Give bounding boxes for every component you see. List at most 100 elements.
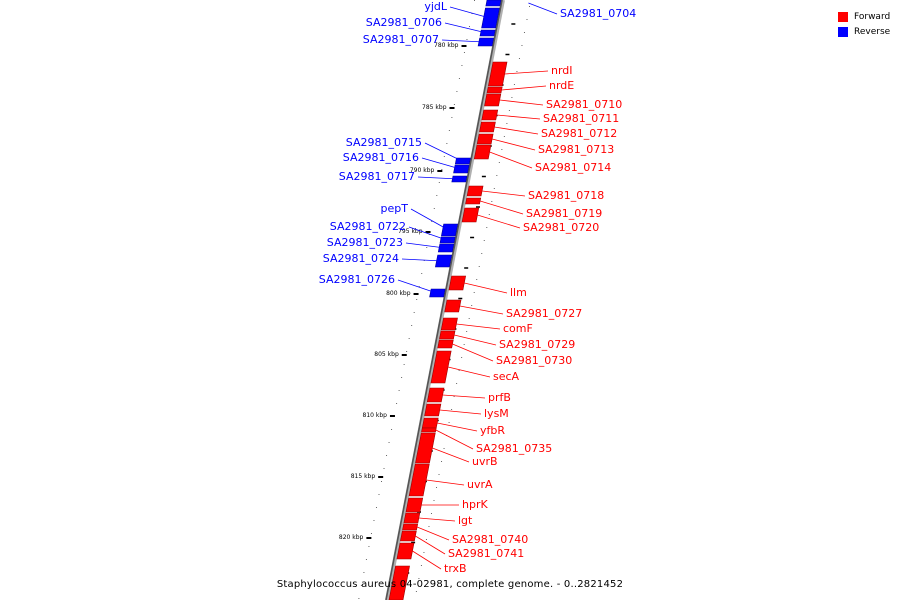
gene-label[interactable]: nrdE: [549, 79, 574, 92]
gene-label[interactable]: SA2981_0713: [538, 143, 614, 156]
gene-label[interactable]: SA2981_0726: [319, 273, 395, 286]
gene-block: [441, 223, 459, 237]
guide-dot: [426, 247, 428, 248]
gene-block: [476, 133, 494, 145]
guide-dot: [398, 390, 400, 391]
guide-dot: [493, 188, 495, 189]
gene-label[interactable]: SA2981_0704: [560, 7, 636, 20]
guide-dot: [451, 409, 453, 410]
gene-label[interactable]: SA2981_0715: [346, 136, 422, 149]
guide-dot: [446, 143, 448, 144]
gene-label[interactable]: SA2981_0723: [327, 236, 403, 249]
gene-block: [465, 197, 482, 205]
gene-leader: [410, 208, 449, 231]
backbone: [385, 0, 503, 600]
guide-dot: [443, 156, 445, 157]
guide-dot: [466, 39, 468, 40]
gene-label[interactable]: SA2981_0727: [506, 307, 582, 320]
guide-dot: [423, 260, 425, 261]
gene-label[interactable]: SA2981_0729: [499, 338, 575, 351]
guide-dot: [521, 45, 523, 46]
gene-label[interactable]: SA2981_0718: [528, 189, 604, 202]
gene-label[interactable]: pepT: [381, 202, 409, 215]
guide-dot: [481, 253, 483, 254]
guide-dot: [448, 422, 450, 423]
gene-label[interactable]: SA2981_0707: [363, 33, 439, 46]
gene-label[interactable]: SA2981_0711: [543, 112, 619, 125]
guide-dot: [456, 91, 458, 92]
guide-dot: [463, 52, 465, 53]
gene-label[interactable]: SA2981_0724: [323, 252, 399, 265]
guide-dot: [441, 461, 443, 462]
guide-dot: [436, 195, 438, 196]
guide-dot: [491, 201, 493, 202]
gene-leader: [442, 394, 486, 399]
gene-leader: [496, 114, 541, 120]
gene-label[interactable]: trxB: [444, 562, 467, 575]
gene-label[interactable]: SA2981_0730: [496, 354, 572, 367]
gene-leader: [437, 422, 478, 432]
gene-label[interactable]: lgt: [458, 514, 473, 527]
gene-label[interactable]: yjdL: [424, 0, 448, 13]
gene-leader: [480, 200, 524, 215]
gene-label[interactable]: yfbR: [480, 424, 505, 437]
tick-label: 805 kbp: [374, 351, 399, 358]
guide-dot: [523, 32, 525, 33]
gene-block: [440, 317, 458, 331]
gene-label[interactable]: SA2981_0710: [546, 98, 622, 111]
gene-label[interactable]: SA2981_0714: [535, 161, 611, 174]
gene-label[interactable]: SA2981_0717: [339, 170, 415, 183]
gene-label[interactable]: prfB: [488, 391, 511, 404]
gene-block: [429, 288, 446, 298]
gene-label[interactable]: uvrB: [472, 455, 498, 468]
gene-label[interactable]: hprK: [462, 498, 488, 511]
gene-label[interactable]: nrdI: [551, 64, 573, 77]
guide-dot: [433, 208, 435, 209]
gene-label[interactable]: SA2981_0719: [526, 207, 602, 220]
gene-label[interactable]: secA: [493, 370, 520, 383]
gene-label[interactable]: SA2981_0706: [366, 16, 442, 29]
gene-leader: [499, 99, 544, 106]
gene-leader: [447, 366, 491, 378]
guide-dot: [461, 65, 463, 66]
guide-dot: [438, 182, 440, 183]
gene-label[interactable]: SA2981_0740: [452, 533, 528, 546]
gene-leader: [397, 279, 437, 294]
gene-label[interactable]: SA2981_0741: [448, 547, 524, 560]
guide-dot: [451, 117, 453, 118]
tick-label: 815 kbp: [351, 473, 376, 480]
gene-block: [488, 61, 508, 87]
gene-leader: [424, 142, 463, 162]
gene-block: [481, 7, 500, 29]
gene-label[interactable]: uvrA: [467, 478, 493, 491]
gene-label[interactable]: lysM: [484, 407, 509, 420]
gene-label[interactable]: SA2981_0735: [476, 442, 552, 455]
gene-label[interactable]: SA2981_0716: [343, 151, 419, 164]
guide-dot: [363, 572, 365, 573]
gene-block: [400, 530, 417, 542]
gene-leader: [528, 2, 558, 15]
guide-dot: [428, 526, 430, 527]
guide-dot: [458, 370, 460, 371]
gene-leader: [415, 535, 446, 555]
guide-dot: [478, 266, 480, 267]
gene-block: [451, 175, 468, 183]
guide-dot: [430, 513, 432, 514]
gene-label[interactable]: SA2981_0712: [541, 127, 617, 140]
gene-leader: [454, 334, 497, 346]
guide-dot: [503, 136, 505, 137]
guide-dot: [461, 357, 463, 358]
gene-leader: [444, 22, 487, 34]
gene-label[interactable]: llm: [510, 286, 527, 299]
gene-block: [448, 275, 467, 291]
gene-leader: [412, 550, 442, 570]
guide-dot: [425, 539, 427, 540]
legend-reverse: Reverse: [838, 24, 890, 39]
gene-label[interactable]: comF: [503, 322, 533, 335]
guide-dot: [428, 234, 430, 235]
gene-label[interactable]: SA2981_0722: [330, 220, 406, 233]
guide-dot: [421, 273, 423, 274]
guide-dot: [411, 325, 413, 326]
gene-label[interactable]: SA2981_0720: [523, 221, 599, 234]
gene-block: [479, 29, 496, 37]
